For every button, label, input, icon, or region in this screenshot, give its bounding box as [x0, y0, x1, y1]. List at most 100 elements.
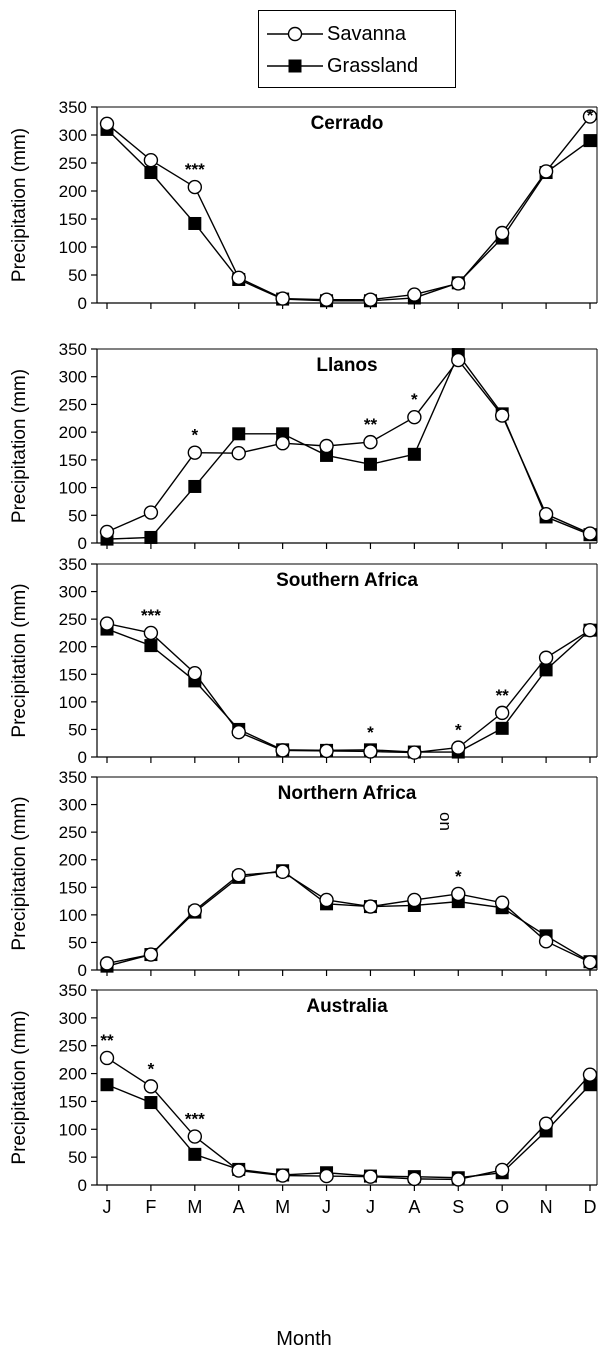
- y-tick-label: 100: [59, 238, 87, 257]
- y-tick-label: 250: [59, 823, 87, 842]
- point-savanna: [187, 1129, 203, 1144]
- significance-annotation: *: [455, 721, 462, 740]
- significance-annotation: ***: [185, 1110, 205, 1129]
- y-tick-label: 100: [59, 1120, 87, 1139]
- point-savanna: [319, 292, 334, 307]
- point-savanna: [363, 899, 378, 914]
- x-tick-label: D: [584, 1197, 597, 1217]
- y-tick-label: 300: [59, 796, 87, 815]
- y-tick-label: 200: [59, 638, 87, 657]
- x-tick-label: F: [145, 1197, 156, 1217]
- y-tick-label: 250: [59, 610, 87, 629]
- series-line-savanna: [106, 1057, 591, 1181]
- point-savanna: [363, 292, 378, 307]
- panel-title: Cerrado: [311, 113, 384, 134]
- open-circle-marker-icon: [267, 26, 323, 42]
- y-tick-label: 100: [59, 906, 87, 925]
- point-grassland: [100, 1078, 114, 1092]
- x-tick-label: J: [322, 1197, 331, 1217]
- y-tick-label: 150: [59, 878, 87, 897]
- y-tick-label: 100: [59, 693, 87, 712]
- series-line-savanna: [106, 358, 591, 535]
- panel-5: 0 50 100 150 200 250 300 350 J F M A M J J A S O N D Precipi…: [9, 981, 598, 1217]
- point-savanna: [494, 1162, 510, 1178]
- point-savanna: [494, 408, 510, 423]
- point-savanna: [494, 895, 510, 910]
- y-tick-label: 150: [59, 1092, 87, 1111]
- x-tick-label: O: [495, 1197, 509, 1217]
- y-tick-label: 200: [59, 1065, 87, 1084]
- point-savanna: [451, 352, 466, 368]
- significance-annotation: *: [148, 1059, 155, 1078]
- x-tick-label: A: [233, 1197, 245, 1217]
- point-savanna: [451, 1172, 466, 1187]
- y-tick-label: 50: [68, 1148, 87, 1167]
- point-savanna: [319, 892, 334, 908]
- point-savanna: [231, 270, 246, 285]
- y-tick-label: 50: [68, 506, 87, 525]
- point-savanna: [99, 524, 115, 540]
- significance-annotation: ***: [185, 160, 205, 179]
- y-tick-label: 200: [59, 423, 87, 442]
- x-tick-label: M: [187, 1197, 202, 1217]
- x-tick-label: J: [103, 1197, 112, 1217]
- point-savanna: [187, 665, 203, 681]
- legend-item-grassland: Grassland: [265, 53, 451, 79]
- panel-4: 0 50 100 150 200 250 300 350 Precipitation (mm) N…: [9, 768, 598, 980]
- point-grassland: [144, 166, 158, 180]
- y-tick-label: 250: [59, 1037, 87, 1056]
- series-line-savanna: [106, 116, 591, 301]
- y-tick-label: 50: [68, 266, 87, 285]
- y-tick-label: 50: [68, 933, 87, 952]
- y-tick-label: 200: [59, 182, 87, 201]
- legend: Savanna Grassland: [258, 10, 456, 88]
- y-tick-label: 0: [78, 534, 87, 553]
- point-savanna: [407, 892, 422, 908]
- point-savanna: [407, 1171, 422, 1187]
- y-tick-label: 300: [59, 583, 87, 602]
- legend-label-savanna: Savanna: [327, 23, 406, 45]
- y-tick-label: 150: [59, 210, 87, 229]
- y-tick-label: 300: [59, 126, 87, 145]
- point-savanna: [319, 438, 334, 454]
- y-tick-label: 50: [68, 720, 87, 739]
- point-savanna: [363, 1169, 378, 1184]
- series-line-savanna: [106, 871, 591, 965]
- point-savanna: [494, 705, 510, 721]
- panel-3: 0 50 100 150 200 250 300 350 Precipitation (mm) S…: [9, 555, 598, 767]
- significance-annotation: *: [455, 867, 462, 886]
- point-savanna: [582, 109, 598, 124]
- significance-annotation: *: [192, 426, 199, 445]
- point-savanna: [582, 955, 598, 970]
- point-savanna: [143, 947, 159, 962]
- point-savanna: [538, 506, 554, 522]
- panel-title: Australia: [306, 996, 388, 1017]
- point-grassland: [188, 479, 202, 493]
- panel-title: Northern Africa: [278, 783, 417, 804]
- panel-2: 0 50 100 150 200 250 300 350 Precipitation (mm) L…: [9, 340, 598, 553]
- series-line-grassland: [106, 870, 591, 967]
- y-tick-label: 100: [59, 479, 87, 498]
- point-savanna: [275, 291, 290, 306]
- point-grassland: [495, 721, 509, 735]
- y-axis-label: Precipitation (mm): [9, 796, 30, 950]
- point-savanna: [494, 225, 510, 241]
- y-axis-label: Precipitation (mm): [9, 369, 30, 523]
- point-grassland: [188, 1147, 202, 1161]
- point-savanna: [451, 276, 466, 291]
- significance-annotation: ***: [141, 606, 161, 625]
- point-savanna: [143, 625, 159, 641]
- y-tick-label: 250: [59, 395, 87, 414]
- point-grassland: [583, 1078, 597, 1092]
- point-savanna: [319, 743, 334, 759]
- point-grassland: [144, 530, 158, 544]
- x-tick-label: N: [540, 1197, 553, 1217]
- x-tick-label: J: [366, 1197, 375, 1217]
- y-tick-label: 300: [59, 1009, 87, 1028]
- series-line-grassland: [106, 128, 591, 302]
- point-savanna: [363, 434, 378, 450]
- y-tick-label: 150: [59, 665, 87, 684]
- series-line-savanna: [106, 622, 591, 754]
- point-savanna: [538, 164, 554, 179]
